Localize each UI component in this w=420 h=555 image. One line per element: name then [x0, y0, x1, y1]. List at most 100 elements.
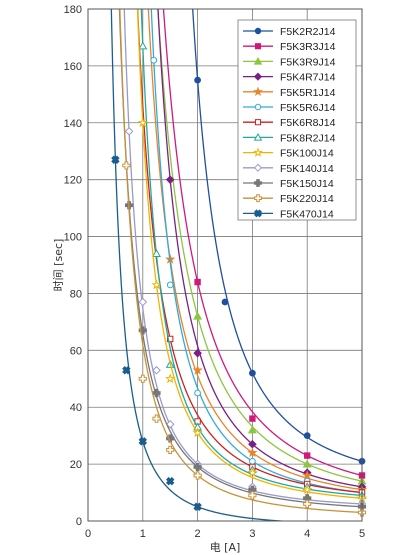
legend-item: F5K5R6J14 [243, 102, 336, 114]
data-point [166, 281, 174, 289]
data-point [152, 388, 161, 398]
series-line [136, 9, 362, 499]
data-point [193, 502, 202, 511]
data-point [193, 462, 202, 472]
data-point [247, 447, 258, 458]
legend: F5K2R2J14 F5K3R3J14 F5K3R9J14 F5K4R7J14 F5K5… [237, 19, 357, 221]
data-point [165, 419, 175, 429]
legend-label: F5K100J14 [280, 148, 334, 160]
legend-label: F5K470J14 [280, 208, 334, 220]
legend-label: F5K2R2J14 [280, 26, 336, 38]
data-point [165, 373, 176, 384]
plot-frame [87, 8, 363, 522]
data-point [249, 369, 256, 377]
data-point [194, 278, 201, 286]
legend-label: F5K220J14 [280, 193, 334, 205]
y-tick-label: 40 [70, 402, 82, 414]
legend-item: F5K140J14 [243, 163, 334, 175]
data-point [166, 434, 175, 443]
legend-item: F5K150J14 [243, 178, 334, 190]
legend-marker [253, 86, 263, 97]
legend-item: F5K5R1J14 [243, 86, 336, 99]
series-F5K100J14 [136, 9, 362, 499]
y-tick-label: 120 [64, 175, 82, 187]
legend-label: F5K5R6J14 [280, 102, 336, 114]
data-point [192, 427, 203, 438]
legend-label: F5K140J14 [280, 163, 334, 175]
data-point [111, 155, 120, 164]
data-point [303, 499, 312, 509]
series-line [192, 9, 362, 462]
data-point [193, 348, 202, 358]
y-tick-label: 140 [64, 118, 82, 130]
data-point [249, 415, 256, 422]
data-point [138, 437, 148, 446]
series-F5K470J14 [110, 9, 291, 521]
series-line [119, 9, 362, 514]
data-point [247, 425, 257, 434]
series-F5K3R9J14 [157, 9, 362, 482]
data-point [152, 365, 161, 375]
legend-label: F5K4R7J14 [280, 72, 336, 84]
y-axis-label: 时间 [sec] [52, 239, 65, 292]
legend-label: F5K3R9J14 [280, 56, 336, 68]
x-tick-label: 4 [304, 528, 310, 540]
y-tick-label: 0 [76, 516, 82, 528]
data-point [124, 127, 134, 136]
y-tick-label: 60 [70, 345, 82, 357]
y-tick-label: 160 [64, 61, 82, 73]
data-point [193, 471, 202, 480]
series-F5K3R3J14 [162, 9, 362, 477]
legend-marker [254, 103, 262, 111]
data-point [302, 470, 313, 480]
series-line [110, 9, 291, 521]
legend-label: F5K6R8J14 [280, 117, 336, 129]
y-tick-label: 80 [70, 288, 82, 300]
legend-marker [253, 132, 263, 141]
legend-item: F5K2R2J14 [243, 26, 336, 38]
data-point [151, 279, 162, 290]
data-point [303, 432, 311, 440]
series-line [157, 9, 362, 482]
legend-marker [253, 163, 263, 172]
legend-marker [254, 119, 262, 126]
data-point [137, 117, 148, 128]
data-point [193, 311, 203, 320]
legend-marker [253, 72, 263, 81]
data-point [221, 298, 229, 306]
data-point [138, 326, 147, 335]
legend-marker [254, 194, 262, 203]
y-tick-label: 100 [64, 232, 82, 244]
data-point [122, 161, 131, 170]
legend-item: F5K100J14 [243, 147, 334, 160]
series-line [123, 9, 362, 505]
legend-item: F5K3R9J14 [243, 56, 336, 68]
data-point [122, 366, 131, 375]
x-tick-label: 0 [85, 528, 91, 540]
data-point [138, 374, 147, 383]
data-point [152, 414, 161, 423]
legend-item: F5K470J14 [243, 208, 334, 220]
series-layer [110, 9, 368, 521]
series-line [157, 9, 362, 488]
legend-marker [254, 27, 262, 35]
series-F5K140J14 [123, 9, 362, 505]
legend-marker [254, 179, 262, 187]
data-point [248, 491, 257, 500]
series-F5K2R2J14 [192, 9, 362, 462]
data-point [194, 389, 201, 397]
axes [87, 8, 363, 522]
data-point [152, 248, 161, 258]
legend-item: F5K220J14 [243, 193, 334, 205]
legend-item: F5K4R7J14 [243, 72, 336, 84]
data-point [138, 297, 148, 307]
data-point [150, 56, 158, 64]
data-point [192, 364, 203, 375]
legend-label: F5K150J14 [280, 178, 334, 190]
tick-labels: 0 20 40 60 80 100 120 140 160 180 0 1 2 3 4 5 [64, 4, 365, 540]
data-point [249, 457, 256, 465]
data-point [302, 459, 312, 468]
series-F5K4R7J14 [157, 9, 362, 488]
x-tick-label: 2 [195, 528, 201, 540]
data-point [167, 335, 174, 343]
